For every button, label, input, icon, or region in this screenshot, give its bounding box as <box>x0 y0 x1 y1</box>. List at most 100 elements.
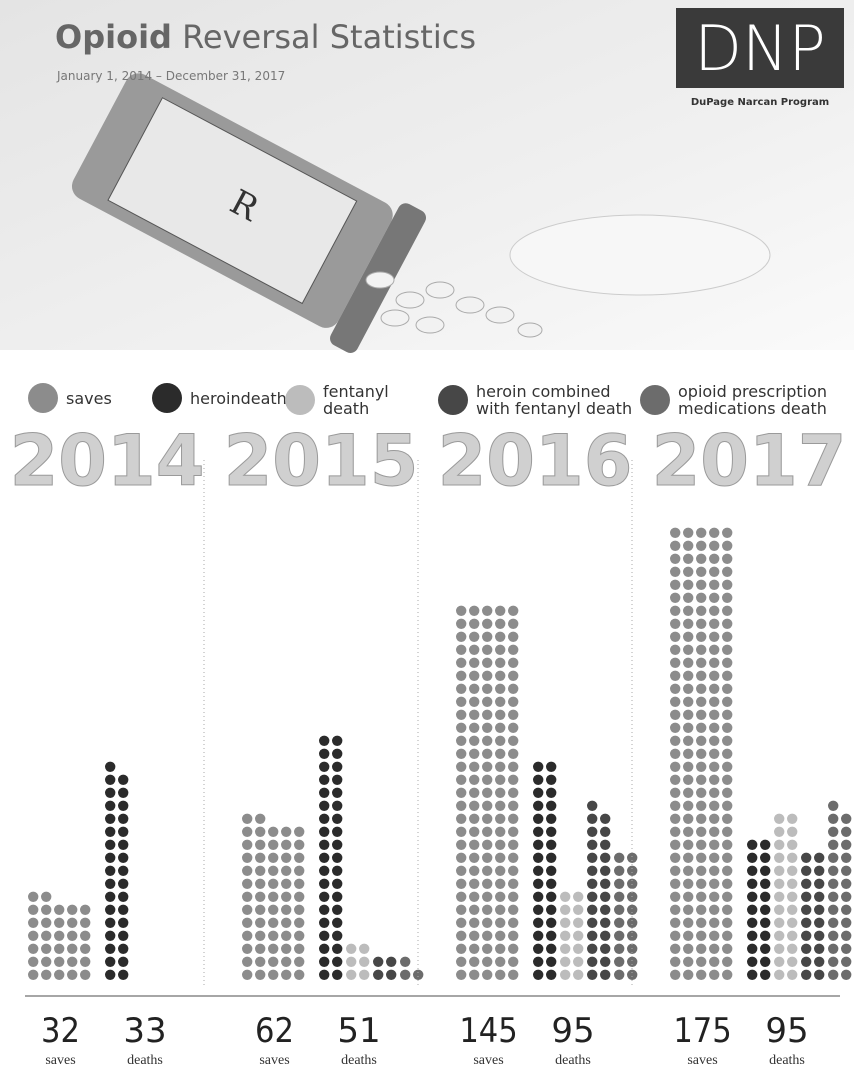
dot <box>105 865 116 876</box>
dot <box>696 891 707 902</box>
dot <box>573 969 584 980</box>
legend-label: opioid prescription medications death <box>678 382 828 418</box>
dot <box>533 930 544 941</box>
dot <box>469 956 480 967</box>
dot <box>242 852 253 863</box>
dot <box>573 917 584 928</box>
dot <box>760 852 771 863</box>
dot <box>722 553 733 564</box>
dot <box>469 631 480 642</box>
dot <box>670 813 681 824</box>
dot <box>533 787 544 798</box>
dot <box>747 865 758 876</box>
dot <box>28 943 39 954</box>
dot <box>670 553 681 564</box>
dot <box>627 852 638 863</box>
dot <box>469 618 480 629</box>
dot <box>814 904 825 915</box>
dot <box>242 917 253 928</box>
dot <box>709 592 720 603</box>
dot <box>709 956 720 967</box>
deaths-word: deaths <box>127 1053 163 1068</box>
dot <box>573 943 584 954</box>
dot <box>828 878 839 889</box>
dot <box>787 943 798 954</box>
dot <box>281 969 292 980</box>
dot <box>683 904 694 915</box>
dot <box>683 579 694 590</box>
dot <box>319 748 330 759</box>
dot <box>118 969 129 980</box>
dot <box>546 761 557 772</box>
dot <box>508 865 519 876</box>
deaths-total: 51 <box>337 1011 380 1051</box>
dot <box>828 917 839 928</box>
dot <box>774 865 785 876</box>
dot <box>670 657 681 668</box>
dot <box>600 917 611 928</box>
dot <box>495 878 506 889</box>
dot <box>683 618 694 629</box>
dot <box>456 709 467 720</box>
dot <box>482 787 493 798</box>
dot <box>495 748 506 759</box>
dot <box>294 852 305 863</box>
dot <box>828 930 839 941</box>
dot <box>696 644 707 655</box>
dot <box>683 722 694 733</box>
dot <box>696 904 707 915</box>
dot <box>105 852 116 863</box>
dot <box>709 566 720 577</box>
dot <box>670 787 681 798</box>
dot <box>255 956 266 967</box>
dot <box>696 956 707 967</box>
dot <box>242 839 253 850</box>
deaths-word: deaths <box>341 1053 377 1068</box>
dot <box>683 605 694 616</box>
dot <box>294 904 305 915</box>
dot <box>28 969 39 980</box>
dot <box>255 917 266 928</box>
dot <box>683 748 694 759</box>
dot <box>255 904 266 915</box>
dot <box>332 800 343 811</box>
dot <box>828 826 839 837</box>
dot <box>814 969 825 980</box>
dot <box>294 943 305 954</box>
dot <box>787 917 798 928</box>
dot <box>587 865 598 876</box>
dot <box>774 878 785 889</box>
dot <box>118 865 129 876</box>
dot <box>332 943 343 954</box>
dot <box>67 917 78 928</box>
dot <box>332 735 343 746</box>
dot <box>600 839 611 850</box>
dot <box>118 878 129 889</box>
dot <box>508 943 519 954</box>
dot <box>627 930 638 941</box>
dot <box>709 709 720 720</box>
dot <box>814 917 825 928</box>
death-dots <box>801 852 825 980</box>
dot <box>268 839 279 850</box>
dot <box>801 956 812 967</box>
dot <box>268 852 279 863</box>
dot <box>67 930 78 941</box>
dot <box>456 631 467 642</box>
dot <box>747 917 758 928</box>
dot <box>587 943 598 954</box>
dot <box>683 709 694 720</box>
dot <box>670 956 681 967</box>
dot <box>268 956 279 967</box>
dot <box>747 839 758 850</box>
dot <box>118 852 129 863</box>
dot <box>482 761 493 772</box>
dot <box>787 865 798 876</box>
dot <box>696 735 707 746</box>
dot <box>683 761 694 772</box>
dot <box>747 852 758 863</box>
dot <box>105 761 116 772</box>
dot <box>683 852 694 863</box>
dot <box>469 839 480 850</box>
